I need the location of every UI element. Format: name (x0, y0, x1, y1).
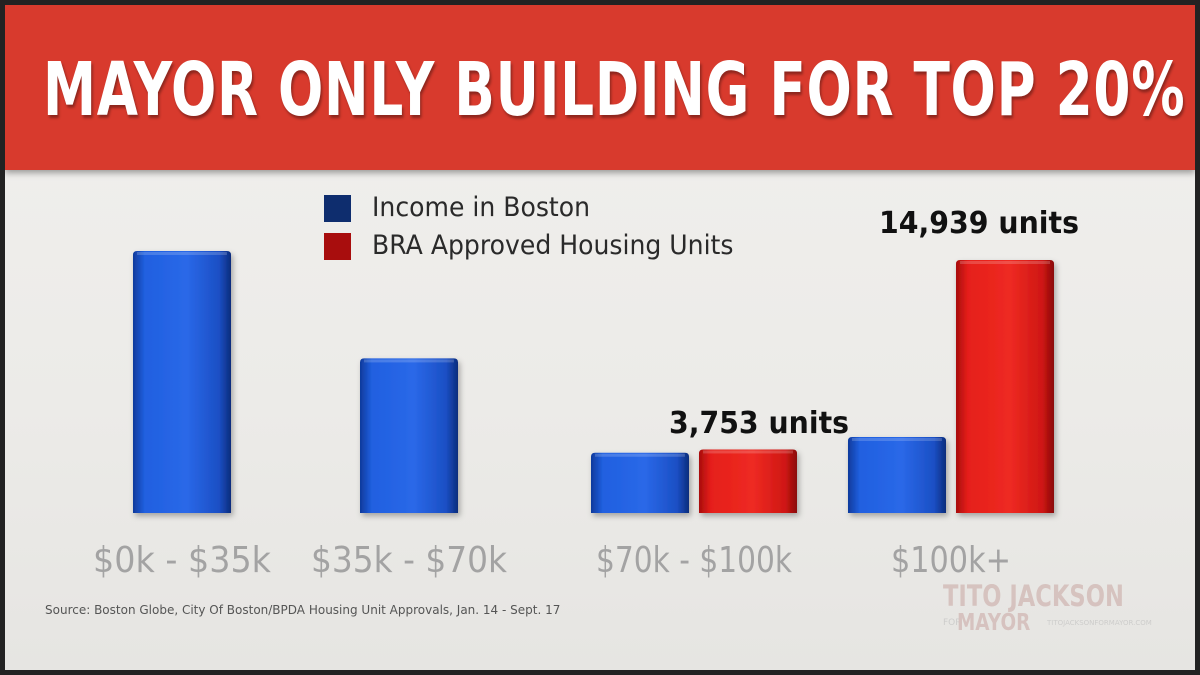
category-label: $0k - $35k (93, 540, 271, 581)
category-label: $35k - $70k (311, 540, 507, 581)
bar-income-0 (133, 251, 231, 513)
bar-income-3 (848, 437, 946, 513)
bars-group (133, 251, 1054, 513)
logo-office: MAYOR (957, 610, 1031, 636)
bar-housing-2 (699, 449, 797, 513)
category-labels: $0k - $35k $35k - $70k $70k - $100k $100k+ (93, 540, 1011, 581)
data-labels: 3,753 units 14,939 units (669, 206, 1079, 441)
slide: MAYOR ONLY BUILDING FOR TOP 20% Income i… (5, 5, 1195, 670)
legend-swatch-income (324, 195, 351, 222)
category-label: $70k - $100k (596, 540, 792, 581)
logo-name: TITO JACKSON (943, 579, 1124, 613)
bar-highlight (852, 438, 942, 442)
bar-income-1 (360, 358, 458, 513)
bar-highlight (137, 252, 227, 255)
bar-housing-3 (956, 260, 1054, 513)
source-note: Source: Boston Globe, City Of Boston/BPD… (45, 603, 561, 617)
bar-chart: $0k - $35k $35k - $70k $70k - $100k $100k+ … (93, 206, 1079, 581)
bar-income-2 (591, 452, 689, 513)
bar-highlight (364, 359, 454, 363)
category-label: $100k+ (891, 540, 1011, 581)
legend-label-housing: BRA Approved Housing Units (372, 230, 734, 261)
legend-label-income: Income in Boston (372, 192, 591, 223)
data-label-2: 3,753 units (669, 406, 849, 441)
logo-for: FOR (943, 618, 962, 628)
slide-title: MAYOR ONLY BUILDING FOR TOP 20% (43, 47, 1186, 133)
title-banner: MAYOR ONLY BUILDING FOR TOP 20% (5, 5, 1195, 170)
legend-swatch-housing (324, 233, 351, 260)
logo-url: TITOJACKSONFORMAYOR.COM (1047, 619, 1152, 627)
campaign-logo: TITO JACKSON FOR MAYOR TITOJACKSONFORMAY… (943, 580, 1163, 640)
bar-highlight (960, 261, 1050, 264)
data-label-3: 14,939 units (879, 206, 1079, 241)
bar-highlight (703, 450, 793, 454)
bar-highlight (595, 453, 685, 457)
